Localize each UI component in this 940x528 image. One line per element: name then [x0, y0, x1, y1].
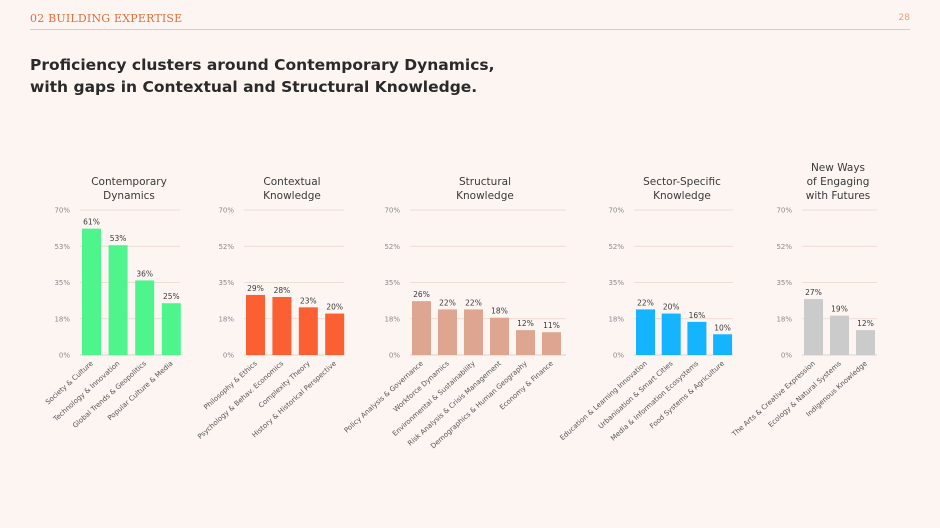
bar-value-label: 20%	[326, 303, 343, 312]
bar	[325, 313, 345, 355]
category-label: Risk Analysis & Crisis Management	[406, 359, 503, 447]
bar	[298, 307, 318, 355]
bar-value-label: 22%	[465, 298, 482, 307]
y-tick-label: 70%	[218, 207, 234, 215]
bar-value-label: 23%	[300, 296, 317, 305]
bar	[108, 245, 128, 355]
y-tick-label: 35%	[776, 279, 792, 287]
header: 02 BUILDING EXPERTISE 28	[0, 0, 940, 30]
bar	[687, 321, 707, 355]
bar	[713, 334, 733, 355]
y-tick-label: 0%	[389, 352, 400, 360]
bar-value-label: 19%	[831, 305, 848, 314]
y-tick-label: 18%	[384, 315, 400, 323]
header-divider	[30, 29, 910, 30]
chart-title-line: Knowledge	[263, 190, 321, 202]
bar-value-label: 25%	[163, 292, 180, 301]
bar-value-label: 61%	[83, 218, 100, 227]
bar	[412, 301, 431, 355]
bar	[82, 228, 101, 355]
bar	[856, 330, 875, 355]
y-tick-label: 70%	[384, 207, 400, 215]
bar-value-label: 11%	[543, 321, 560, 330]
bar	[636, 309, 655, 355]
chart-title-line: Contemporary	[91, 176, 167, 188]
bar	[542, 332, 561, 355]
bar	[246, 294, 265, 355]
bar-value-label: 53%	[110, 234, 127, 243]
y-tick-label: 0%	[59, 352, 70, 360]
category-label: Society & Culture	[44, 360, 95, 407]
bar-value-label: 18%	[491, 307, 508, 316]
bar-value-label: 36%	[136, 269, 153, 278]
headline-line-1: Proficiency clusters around Contemporary…	[30, 56, 495, 74]
y-tick-label: 0%	[223, 352, 234, 360]
y-tick-label: 35%	[608, 279, 624, 287]
category-label: Demographics & Human Geography	[429, 360, 529, 451]
bar	[804, 299, 823, 355]
y-tick-label: 52%	[384, 243, 400, 251]
chart-title-line: Contextual	[263, 176, 320, 188]
y-tick-label: 52%	[608, 243, 624, 251]
bar-value-label: 22%	[637, 298, 654, 307]
y-tick-label: 35%	[218, 279, 234, 287]
chart-title-line: of Engaging	[807, 176, 870, 188]
bar-value-label: 20%	[663, 303, 680, 312]
bar	[490, 317, 509, 355]
y-tick-label: 70%	[608, 207, 624, 215]
bar-value-label: 12%	[517, 319, 534, 328]
bar-value-label: 29%	[247, 284, 264, 293]
bar	[830, 315, 849, 355]
headline-line-2: with gaps in Contextual and Structural K…	[30, 78, 478, 96]
bar	[135, 280, 155, 355]
y-tick-label: 35%	[384, 279, 400, 287]
bar	[272, 297, 292, 355]
bar-value-label: 28%	[274, 286, 291, 295]
bar-value-label: 12%	[857, 319, 874, 328]
page-number: 28	[898, 13, 910, 23]
bar-value-label: 27%	[805, 288, 822, 297]
chart-title-line: New Ways	[811, 162, 865, 174]
y-tick-label: 52%	[776, 243, 792, 251]
chart-title-line: Knowledge	[653, 190, 711, 202]
y-tick-label: 18%	[54, 315, 70, 323]
y-tick-label: 70%	[54, 207, 70, 215]
bar-value-label: 26%	[413, 290, 430, 299]
y-tick-label: 35%	[54, 279, 70, 287]
y-tick-label: 53%	[54, 243, 70, 251]
chart-title-line: Structural	[459, 176, 511, 188]
y-tick-label: 18%	[608, 315, 624, 323]
bar	[516, 330, 535, 355]
y-tick-label: 70%	[776, 207, 792, 215]
chart-title-line: with Futures	[806, 190, 871, 202]
y-tick-label: 0%	[613, 352, 624, 360]
y-tick-label: 18%	[776, 315, 792, 323]
y-tick-label: 18%	[218, 315, 234, 323]
headline: Proficiency clusters around Contemporary…	[30, 54, 590, 98]
bar	[464, 309, 483, 355]
bar	[661, 313, 681, 355]
bar	[438, 309, 457, 355]
chart-title-line: Dynamics	[103, 190, 155, 202]
bar-value-label: 22%	[439, 298, 456, 307]
bar-value-label: 16%	[689, 311, 706, 320]
section-label: 02 BUILDING EXPERTISE	[30, 12, 183, 25]
chart-title-line: Knowledge	[456, 190, 514, 202]
bar-value-label: 10%	[714, 323, 731, 332]
bar	[161, 303, 181, 355]
y-tick-label: 0%	[781, 352, 792, 360]
y-tick-label: 52%	[218, 243, 234, 251]
chart-title-line: Sector-Specific	[643, 176, 721, 188]
